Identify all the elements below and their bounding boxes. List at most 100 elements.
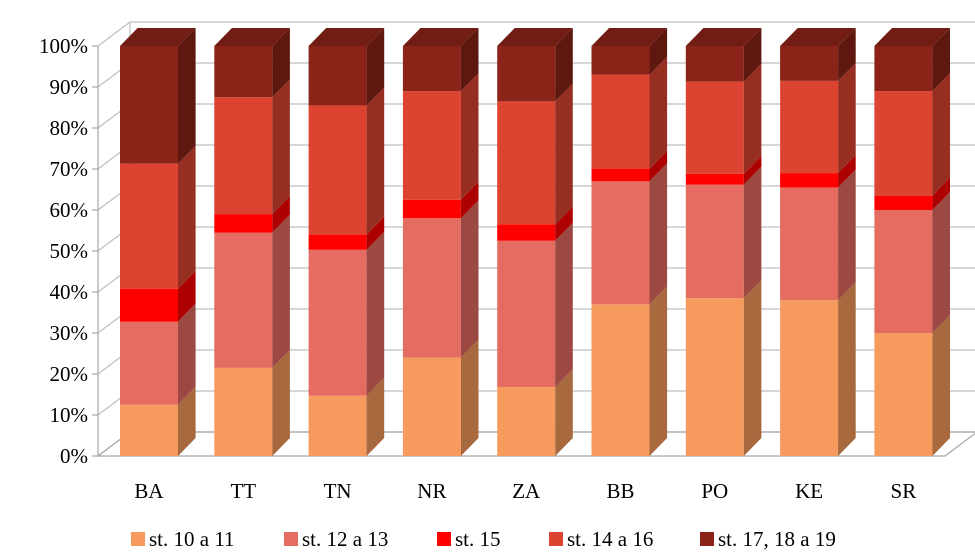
- bar-side: [649, 286, 668, 456]
- bar-front: [591, 74, 650, 169]
- bar-side: [366, 216, 385, 250]
- bar-segment: [874, 73, 950, 196]
- bar-side: [272, 349, 290, 456]
- bar-front: [497, 224, 556, 241]
- bar-segment: [591, 28, 668, 75]
- y-tick-label: 10%: [50, 403, 89, 427]
- legend-item: st. 10 a 11: [131, 527, 235, 551]
- legend-swatch: [549, 532, 563, 546]
- bar-side: [838, 62, 856, 174]
- y-tick-label: 50%: [50, 239, 89, 263]
- bar-front: [214, 232, 273, 368]
- legend-label: st. 12 a 13: [302, 527, 388, 551]
- bar-top: [308, 28, 385, 46]
- bar-side: [178, 270, 196, 322]
- x-tick-label: BB: [606, 479, 634, 503]
- bar-segment: [874, 192, 950, 333]
- bar-stack-nr: [402, 28, 479, 456]
- y-tick-label: 90%: [50, 75, 89, 99]
- bar-front: [780, 173, 839, 188]
- bar-segment: [780, 155, 856, 188]
- x-tick-label: NR: [417, 479, 446, 503]
- bar-segment: [780, 169, 856, 301]
- bar-side: [460, 28, 479, 92]
- bar-segment: [120, 386, 196, 456]
- bar-segment: [214, 349, 290, 456]
- bar-side: [743, 155, 762, 185]
- bar-stack-bb: [591, 28, 668, 456]
- bar-front: [308, 234, 367, 250]
- legend-label: st. 14 a 16: [567, 527, 653, 551]
- bar-segment: [214, 79, 290, 215]
- bar-side: [460, 73, 479, 200]
- x-tick-label: TT: [230, 479, 256, 503]
- bar-segment: [402, 28, 479, 92]
- bar-front: [120, 288, 178, 322]
- bar-segment: [497, 83, 573, 225]
- bar-front: [497, 387, 556, 456]
- bar-side: [272, 196, 290, 233]
- y-tick-label: 30%: [50, 321, 89, 345]
- bar-front: [120, 321, 178, 405]
- bar-segment: [120, 145, 196, 289]
- bar-front: [214, 46, 273, 98]
- bar-side: [272, 79, 290, 215]
- bar-side: [838, 169, 856, 301]
- bar-top: [874, 28, 950, 46]
- bar-front: [685, 81, 744, 174]
- bar-top: [591, 28, 668, 46]
- bar-segment: [685, 28, 762, 82]
- bar-segment: [214, 196, 290, 233]
- bar-side: [649, 163, 668, 305]
- x-tick-label: PO: [701, 479, 728, 503]
- bar-segment: [308, 231, 385, 396]
- bar-segment: [214, 214, 290, 368]
- bar-front: [497, 240, 556, 388]
- bar-segment: [874, 315, 950, 456]
- bar-side: [743, 63, 762, 174]
- bar-front: [402, 357, 461, 456]
- x-tick-label: BA: [134, 479, 164, 503]
- bar-front: [780, 300, 839, 456]
- bar-side: [838, 282, 856, 456]
- bar-front: [874, 46, 933, 92]
- bar-side: [555, 28, 573, 102]
- bar-side: [366, 231, 385, 396]
- bar-side: [649, 28, 668, 75]
- bar-side: [838, 28, 856, 81]
- bar-front: [308, 249, 367, 396]
- bar-side: [272, 28, 290, 98]
- bar-front: [120, 46, 178, 164]
- bars: [120, 28, 950, 456]
- bar-front: [874, 333, 933, 456]
- bar-segment: [120, 270, 196, 322]
- bar-side: [932, 177, 950, 210]
- x-tick-label: KE: [795, 479, 823, 503]
- y-tick-label: 80%: [50, 116, 89, 140]
- bar-side: [743, 28, 762, 82]
- bar-front: [402, 91, 461, 200]
- bar-segment: [780, 62, 856, 174]
- bar-stack-tt: [214, 28, 290, 456]
- bar-side: [932, 315, 950, 456]
- bar-side: [743, 166, 762, 299]
- y-tick-label: 40%: [50, 280, 89, 304]
- bar-top: [685, 28, 762, 46]
- bar-stack-tn: [308, 28, 385, 456]
- bar-side: [366, 87, 385, 235]
- bar-stack-po: [685, 28, 762, 456]
- bar-segment: [308, 216, 385, 250]
- bar-front: [874, 210, 933, 333]
- legend-swatch: [700, 532, 714, 546]
- bar-segment: [497, 222, 573, 388]
- bar-side: [366, 377, 385, 456]
- x-tick-label: ZA: [512, 479, 541, 503]
- legend-item: st. 17, 18 a 19: [700, 527, 836, 551]
- bar-segment: [308, 377, 385, 456]
- bar-side: [366, 28, 385, 106]
- bar-side: [178, 28, 196, 164]
- bar-front: [214, 97, 273, 215]
- bar-side: [649, 56, 668, 170]
- bar-segment: [402, 200, 479, 358]
- bar-side: [932, 192, 950, 333]
